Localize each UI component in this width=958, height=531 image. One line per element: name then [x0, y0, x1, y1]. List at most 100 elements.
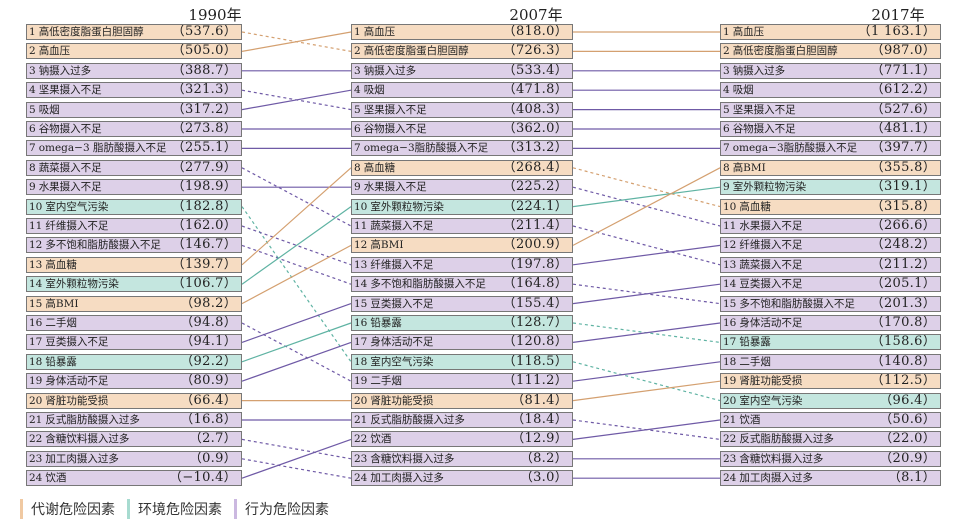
risk-name: 室内空气污染	[739, 394, 803, 407]
risk-rank: 1	[723, 26, 730, 38]
risk-rank: 1	[354, 26, 361, 38]
risk-row: 16 身体活动不足 （170.8）	[720, 315, 941, 331]
risk-name: 吸烟	[732, 84, 754, 97]
risk-row: 5 坚果摄入不足 （527.6）	[720, 101, 941, 118]
risk-value: （94.8）	[180, 315, 237, 330]
risk-row: 4 吸烟 （471.8）	[351, 82, 573, 99]
risk-label: 2 高血压	[29, 44, 70, 58]
legend-item-metabolic: 代谢危险因素	[20, 499, 115, 519]
risk-row: 21 反式脂肪酸摄入过多 （18.4）	[351, 412, 573, 428]
risk-value: （170.8）	[870, 315, 936, 330]
risk-row: 23 加工肉摄入过多 （0.9）	[26, 450, 242, 467]
risk-label: 19 二手烟	[354, 374, 402, 388]
risk-row: 22 饮酒 （12.9）	[351, 431, 573, 448]
risk-row: 3 钠摄入过多 （771.1）	[720, 62, 941, 79]
risk-label: 20 室内空气污染	[723, 394, 802, 408]
risk-value: （388.7）	[171, 62, 237, 78]
risk-rank: 16	[29, 317, 43, 329]
risk-value: （355.8）	[870, 159, 936, 175]
risk-label: 18 室内空气污染	[354, 355, 433, 369]
risk-name: 高BMI	[45, 297, 79, 310]
risk-rank: 15	[354, 297, 368, 310]
risk-row: 19 二手烟 （111.2）	[351, 373, 573, 390]
risk-name: 吸烟	[38, 103, 60, 116]
risk-label: 15 高BMI	[29, 297, 79, 311]
risk-row: 12 高BMI （200.9）	[351, 237, 573, 254]
risk-name: 谷物摄入不足	[38, 123, 102, 135]
risk-name: 高血糖	[363, 161, 396, 174]
risk-value: （182.8）	[171, 198, 237, 214]
risk-name: 肾脏功能受损	[370, 394, 434, 407]
risk-value: （201.3）	[870, 295, 936, 311]
risk-name: 谷物摄入不足	[732, 123, 796, 135]
rank-link	[241, 89, 352, 111]
risk-value: （155.4）	[502, 295, 568, 311]
risk-value: （8.2）	[519, 450, 568, 466]
risk-rank: 9	[29, 181, 36, 194]
risk-name: 饮酒	[370, 433, 392, 446]
rank-link	[241, 322, 352, 382]
risk-name: 加工肉摄入过多	[739, 472, 813, 485]
risk-rank: 2	[354, 45, 361, 58]
risk-name: 豆类摄入不足	[739, 278, 803, 291]
risk-label: 10 高血糖	[723, 200, 771, 214]
risk-rank: 24	[354, 472, 368, 485]
risk-value: （224.1）	[502, 198, 568, 214]
risk-label: 3 钠摄入过多	[354, 64, 416, 78]
risk-rank: 2	[29, 45, 36, 58]
risk-rank: 24	[29, 472, 43, 485]
risk-row: 13 高血糖 （139.7）	[26, 256, 242, 273]
risk-name: 加工肉摄入过多	[370, 472, 444, 485]
risk-rank: 14	[29, 278, 43, 291]
risk-row: 6 谷物摄入不足 （362.0）	[351, 121, 573, 137]
rank-link	[241, 167, 352, 266]
risk-label: 9 水果摄入不足	[354, 180, 427, 194]
risk-value: （319.1）	[870, 179, 936, 195]
risk-name: 钠摄入过多	[38, 64, 92, 77]
risk-label: 2 高低密度脂蛋白胆固醇	[354, 44, 469, 58]
risk-row: 13 纤维摄入不足 （197.8）	[351, 256, 573, 273]
risk-value: （18.4）	[511, 412, 568, 427]
risk-name: 二手烟	[370, 375, 402, 388]
risk-rank: 16	[723, 317, 737, 329]
risk-row: 10 高血糖 （315.8）	[720, 198, 941, 215]
risk-rank: 19	[354, 375, 368, 388]
rank-link	[572, 244, 721, 266]
risk-rank: 3	[29, 64, 36, 77]
risk-name: 二手烟	[739, 355, 771, 368]
risk-label: 6 谷物摄入不足	[723, 122, 796, 136]
risk-label: 16 二手烟	[29, 316, 77, 330]
risk-name: 吸烟	[363, 84, 385, 97]
risk-row: 24 加工肉摄入过多 （3.0）	[351, 470, 573, 487]
risk-row: 24 饮酒 （−10.4）	[26, 470, 242, 487]
risk-name: 钠摄入过多	[363, 64, 417, 77]
risk-value: （164.8）	[502, 276, 568, 292]
rank-link	[241, 31, 352, 52]
risk-label: 9 室外颗粒物污染	[723, 180, 806, 194]
risk-name: 水果摄入不足	[38, 181, 102, 194]
risk-value: （277.9）	[171, 159, 237, 175]
risk-value: （612.2）	[870, 82, 936, 98]
risk-rank: 11	[29, 220, 43, 232]
rank-link	[572, 361, 721, 402]
risk-label: 1 高血压	[354, 25, 395, 39]
risk-row: 18 铅暴露 （92.2）	[26, 353, 242, 370]
risk-name: 多不饱和脂肪酸摄入不足	[739, 297, 855, 310]
risk-value: （162.0）	[171, 218, 237, 233]
risk-label: 19 肾脏功能受损	[723, 374, 802, 388]
rank-link	[572, 380, 721, 402]
risk-value: （255.1）	[171, 140, 237, 156]
risk-label: 13 纤维摄入不足	[354, 258, 433, 272]
legend-label-environmental: 环境危险因素	[138, 502, 222, 518]
rank-link	[241, 225, 352, 266]
risk-label: 14 多不饱和脂肪酸摄入不足	[354, 277, 486, 291]
risk-value: （111.2）	[502, 373, 568, 389]
risk-value: （98.2）	[180, 295, 237, 311]
risk-value: （225.2）	[502, 179, 568, 195]
risk-label: 1 高低密度脂蛋白胆固醇	[29, 25, 144, 39]
legend-label-behavioral: 行为危险因素	[245, 502, 329, 518]
risk-label: 9 水果摄入不足	[29, 180, 102, 194]
risk-value: （92.2）	[180, 353, 237, 369]
risk-label: 8 蔬菜摄入不足	[29, 161, 102, 175]
risk-label: 3 钠摄入过多	[723, 64, 785, 78]
